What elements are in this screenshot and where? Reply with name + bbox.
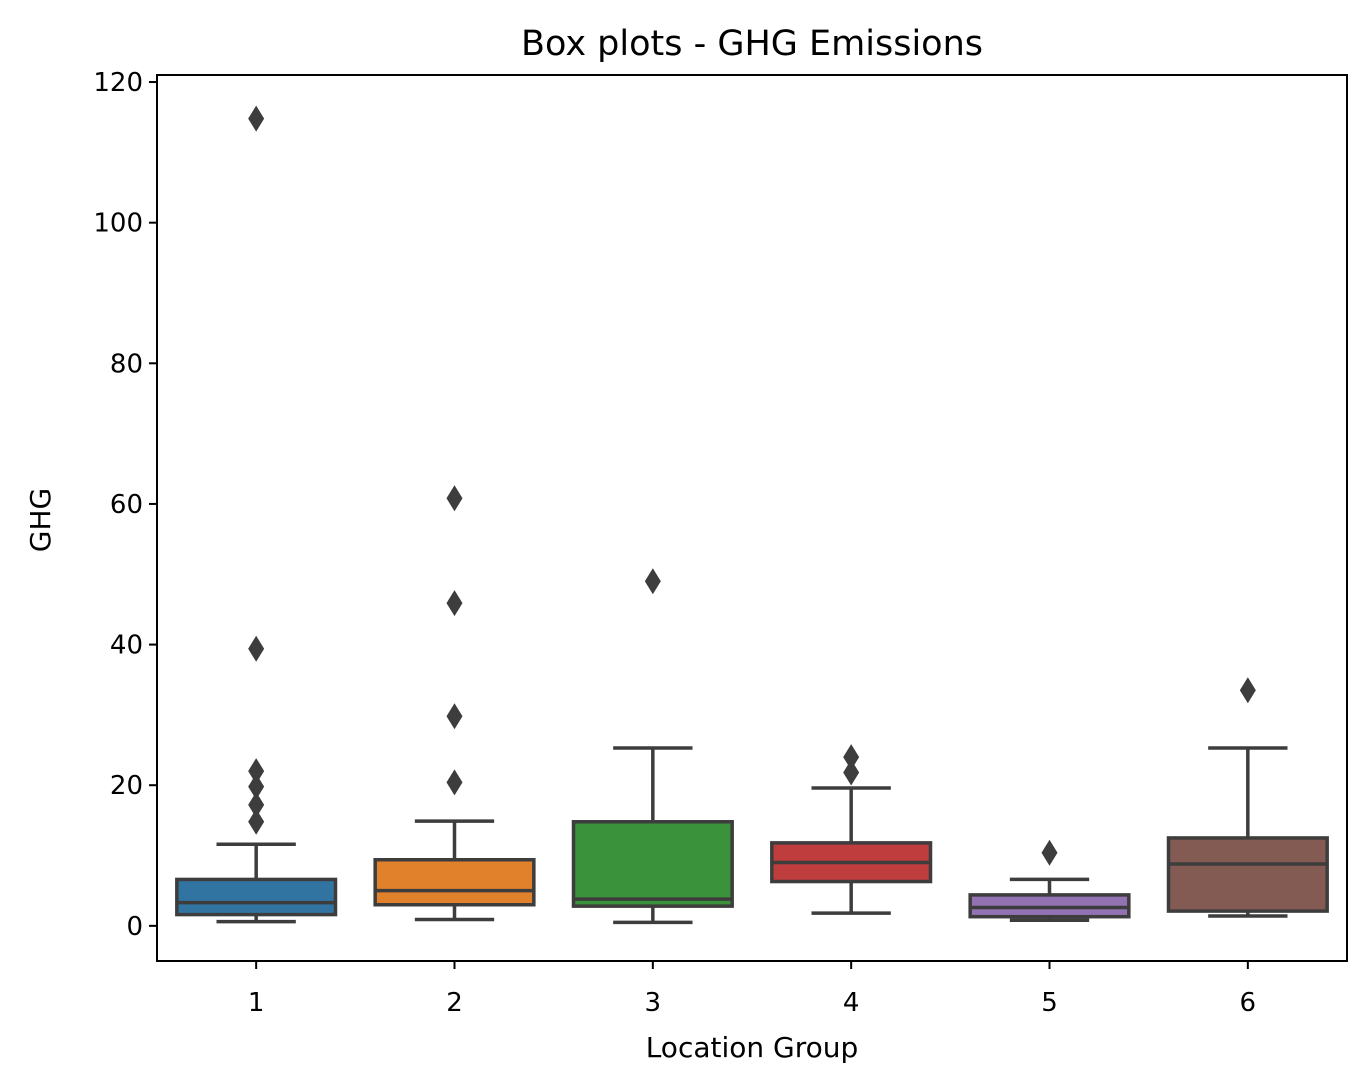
x-tick-label: 3 — [645, 988, 662, 1018]
x-tick-label: 5 — [1041, 988, 1058, 1018]
plot-area: 0 20 40 60 80 100 120 1 2 3 4 5 6 — [93, 68, 1329, 1018]
outlier-point — [843, 744, 860, 771]
outlier-point — [248, 758, 265, 785]
box-iqr — [968, 893, 1131, 919]
box-iqr — [1166, 836, 1329, 913]
outlier-point — [248, 635, 265, 662]
outlier-point — [248, 105, 265, 132]
box-iqr — [571, 820, 734, 908]
y-tick-label: 80 — [110, 349, 143, 379]
outlier-point — [1041, 839, 1058, 866]
x-tick-label: 2 — [446, 988, 463, 1018]
x-tick-label: 1 — [248, 988, 265, 1018]
outlier-point — [446, 485, 463, 512]
box-iqr — [175, 877, 338, 917]
box-group-4 — [770, 744, 933, 915]
outlier-point — [446, 769, 463, 796]
x-axis-label: Location Group — [646, 1031, 859, 1064]
y-axis-label: GHG — [24, 488, 57, 552]
box-group-1 — [175, 105, 338, 924]
outlier-point — [1239, 677, 1256, 704]
y-tick-label: 120 — [93, 68, 143, 98]
outlier-point — [248, 808, 265, 835]
y-tick-label: 60 — [110, 490, 143, 520]
x-tick-label: 4 — [843, 988, 860, 1018]
box-group-5 — [968, 839, 1131, 922]
y-tick-label: 0 — [126, 912, 143, 942]
box-group-3 — [571, 568, 734, 925]
outlier-point — [248, 791, 265, 818]
box-group-6 — [1166, 677, 1329, 918]
outlier-point — [446, 590, 463, 617]
outlier-point — [843, 759, 860, 786]
outlier-point — [248, 773, 265, 800]
y-tick-label: 40 — [110, 631, 143, 661]
outlier-point — [446, 703, 463, 730]
outlier-point — [644, 568, 661, 595]
x-tick-label: 6 — [1240, 988, 1257, 1018]
chart-title: Box plots - GHG Emissions — [521, 24, 983, 64]
y-tick-label: 20 — [110, 771, 143, 801]
box-iqr — [373, 857, 536, 907]
y-tick-label: 100 — [93, 209, 143, 239]
box-group-2 — [373, 485, 536, 922]
plot-frame — [156, 74, 1348, 962]
